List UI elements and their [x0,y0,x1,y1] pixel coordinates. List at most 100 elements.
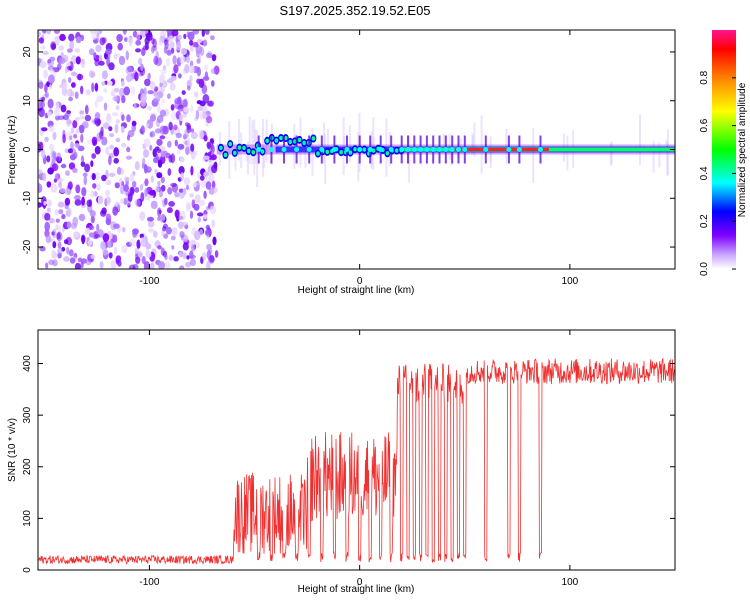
noise-blob [78,213,86,222]
noise-blob [64,197,71,206]
noise-blob [168,121,173,131]
noise-blob [144,30,148,35]
noise-blob [122,30,127,35]
noise-blob [147,90,154,95]
noise-blob [206,243,212,251]
noise-blob [195,242,200,249]
noise-blob [81,121,89,129]
noise-blob [203,190,207,199]
noise-blob [136,239,141,249]
noise-blob [94,145,101,155]
noise-blob [70,127,75,134]
signal-blob-core [297,137,302,143]
noise-blob [113,157,119,164]
spectrogram-y-tick-label: -20 [22,239,33,254]
noise-blob [96,223,100,232]
noise-blob [43,200,47,206]
spectral-streak [460,139,463,154]
noise-blob [126,146,131,153]
noise-blob [79,110,85,115]
noise-blob [73,133,78,139]
noise-blob [74,117,80,122]
noise-blob [179,231,185,238]
signal-blob-core [246,148,251,154]
noise-blob [174,139,178,147]
colorbar-tick-label: 0.2 [699,214,710,228]
noise-blob [99,130,104,140]
noise-blob [75,128,80,134]
noise-blob [131,120,137,127]
spectral-node [506,147,512,152]
noise-blob [143,149,149,158]
noise-blob [145,250,152,258]
colorbar-tick-label: 0.8 [699,70,710,84]
noise-blob [157,159,163,168]
spectral-node [378,147,384,152]
noise-blob [211,54,217,62]
noise-blob [180,171,184,182]
spectral-streak [248,116,251,164]
noise-blob [89,210,96,218]
noise-blob [102,122,110,129]
noise-blob [210,154,217,161]
noise-blob [44,221,50,232]
noise-blob [55,36,60,46]
noise-blob [134,187,140,193]
noise-blob [60,163,67,169]
noise-blob [52,131,57,141]
noise-blob [203,155,210,160]
noise-blob [168,155,173,163]
spectrogram-marks [38,30,675,269]
noise-blob [88,70,95,78]
snr-y-tick-label: 100 [22,510,33,527]
noise-blob [194,194,201,204]
noise-blob [189,210,194,219]
noise-blob [94,100,99,108]
spectral-streak [489,151,492,162]
signal-blob-core [274,138,279,143]
noise-blob [66,119,72,125]
colorbar: 0.0 0.2 0.4 0.6 0.8 Normalized spectral ampl… [699,30,748,276]
spectral-node [268,147,274,152]
noise-blob [188,65,195,74]
noise-blob [85,227,91,234]
noise-blob [66,246,70,255]
noise-blob [179,156,185,163]
spectral-streak [658,142,661,168]
noise-blob [51,43,57,50]
noise-blob [193,230,201,241]
noise-blob [177,104,185,112]
noise-blob [181,221,189,226]
noise-blob [85,260,92,266]
noise-blob [202,111,207,120]
noise-blob [89,30,97,34]
noise-blob [45,262,49,269]
noise-blob [46,155,51,163]
noise-blob [67,61,71,67]
noise-blob [134,71,139,82]
noise-blob [187,31,195,41]
noise-blob [170,235,176,241]
noise-blob [68,162,76,170]
spectral-streak [238,119,240,161]
noise-blob [105,146,110,155]
noise-blob [102,233,110,242]
spectral-streak [639,114,641,165]
noise-blob [140,63,144,72]
noise-blob [210,68,216,74]
noise-blob [189,250,194,259]
noise-blob [108,252,113,259]
noise-blob [125,50,129,61]
spectral-node [437,147,442,152]
noise-blob [184,122,189,127]
noise-blob [202,76,210,81]
noise-blob [178,188,184,193]
colorbar-gradient [712,30,736,269]
noise-blob [90,215,95,224]
noise-blob [60,104,67,113]
noise-blob [205,181,212,190]
noise-blob [90,254,96,260]
noise-blob [101,70,108,80]
noise-blob [143,261,150,269]
snr-y-tick-label: 200 [22,458,33,475]
